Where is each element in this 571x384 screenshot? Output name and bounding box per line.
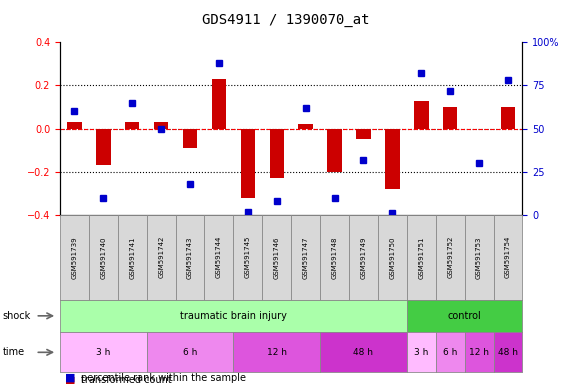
Text: GSM591743: GSM591743 bbox=[187, 236, 193, 278]
Text: GSM591740: GSM591740 bbox=[100, 236, 106, 278]
Bar bbox=[414, 101, 428, 129]
Text: GSM591746: GSM591746 bbox=[274, 236, 280, 278]
Text: GSM591754: GSM591754 bbox=[505, 236, 511, 278]
Bar bbox=[212, 79, 226, 129]
Bar bbox=[299, 124, 313, 129]
Text: ■: ■ bbox=[65, 373, 75, 383]
Text: shock: shock bbox=[3, 311, 31, 321]
Text: 3 h: 3 h bbox=[414, 348, 428, 357]
Bar bbox=[96, 129, 111, 166]
Text: GSM591751: GSM591751 bbox=[419, 236, 424, 278]
Bar bbox=[125, 122, 139, 129]
Text: 12 h: 12 h bbox=[267, 348, 287, 357]
Text: 48 h: 48 h bbox=[353, 348, 373, 357]
Text: GSM591748: GSM591748 bbox=[332, 236, 337, 278]
Text: 48 h: 48 h bbox=[498, 348, 518, 357]
Text: 6 h: 6 h bbox=[183, 348, 197, 357]
Text: GSM591739: GSM591739 bbox=[71, 236, 78, 279]
Text: time: time bbox=[3, 347, 25, 358]
Bar bbox=[183, 129, 197, 148]
Text: control: control bbox=[448, 311, 481, 321]
Text: GSM591752: GSM591752 bbox=[447, 236, 453, 278]
Text: GSM591747: GSM591747 bbox=[303, 236, 309, 278]
Bar bbox=[501, 107, 515, 129]
Text: GSM591741: GSM591741 bbox=[129, 236, 135, 278]
Text: GSM591742: GSM591742 bbox=[158, 236, 164, 278]
Text: percentile rank within the sample: percentile rank within the sample bbox=[81, 373, 246, 383]
Bar bbox=[270, 129, 284, 178]
Text: GSM591745: GSM591745 bbox=[245, 236, 251, 278]
Text: ■: ■ bbox=[65, 376, 75, 384]
Bar bbox=[356, 129, 371, 139]
Text: 3 h: 3 h bbox=[96, 348, 111, 357]
Text: GSM591744: GSM591744 bbox=[216, 236, 222, 278]
Bar bbox=[327, 129, 342, 172]
Text: GSM591749: GSM591749 bbox=[360, 236, 367, 278]
Text: traumatic brain injury: traumatic brain injury bbox=[180, 311, 287, 321]
Bar bbox=[443, 107, 457, 129]
Bar bbox=[385, 129, 400, 189]
Bar bbox=[67, 122, 82, 129]
Bar bbox=[154, 122, 168, 129]
Bar bbox=[240, 129, 255, 198]
Text: 6 h: 6 h bbox=[443, 348, 457, 357]
Text: 12 h: 12 h bbox=[469, 348, 489, 357]
Text: GSM591750: GSM591750 bbox=[389, 236, 395, 278]
Text: GDS4911 / 1390070_at: GDS4911 / 1390070_at bbox=[202, 13, 369, 27]
Text: GSM591753: GSM591753 bbox=[476, 236, 482, 278]
Text: transformed count: transformed count bbox=[81, 376, 171, 384]
